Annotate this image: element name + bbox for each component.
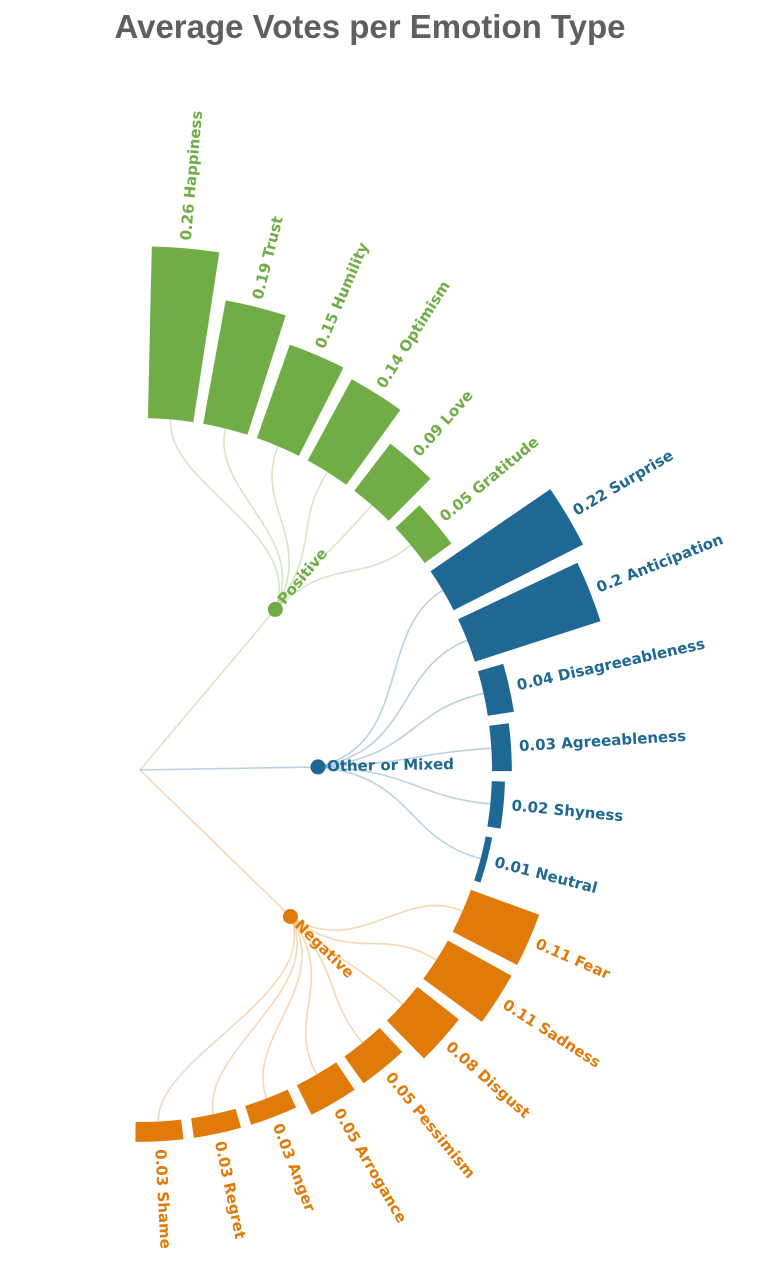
link-positive: [139, 608, 276, 771]
label-sadness: 0.11 Sadness: [500, 996, 605, 1072]
link-anger: [262, 916, 303, 1099]
link-anticipation: [317, 639, 468, 768]
link-optimism: [274, 471, 329, 610]
link-gratitude: [274, 544, 412, 610]
node-negative: [282, 909, 298, 924]
bar-anticipation: [458, 562, 601, 662]
link-trust: [223, 428, 284, 610]
link-agreeableness: [317, 747, 492, 768]
node-other-or-mixed: [310, 759, 326, 775]
bar-gratitude: [395, 505, 452, 563]
bar-neutral: [474, 836, 493, 883]
bar-agreeableness: [489, 723, 512, 772]
bar-trust: [203, 300, 286, 435]
bars: [135, 246, 601, 1142]
bar-disagreeableness: [477, 663, 514, 716]
label-happiness: 0.26 Happiness: [177, 110, 206, 241]
bar-surprise: [430, 489, 584, 611]
label-arrogance: 0.05 Arrogance: [330, 1105, 411, 1226]
label-fear: 0.11 Fear: [533, 935, 614, 984]
tree-links: [139, 419, 492, 1122]
label-love: 0.09 Love: [409, 387, 477, 461]
label-disgust: 0.08 Disgust: [442, 1038, 533, 1122]
label-shame: 0.03 Shame: [151, 1149, 174, 1249]
link-arrogance: [289, 916, 318, 1075]
link-regret: [211, 916, 299, 1115]
link-fear: [289, 904, 463, 932]
label-surprise: 0.22 Surprise: [570, 446, 677, 519]
bar-anger: [245, 1089, 297, 1125]
link-love: [274, 504, 373, 610]
label-agreeableness: 0.03 Agreeableness: [519, 727, 687, 755]
bar-disgust: [386, 986, 459, 1059]
bar-happiness: [147, 246, 220, 423]
label-disagreeableness: 0.04 Disagreeableness: [515, 635, 707, 694]
group-label-other-or-mixed: Other or Mixed: [327, 755, 454, 775]
label-humility: 0.15 Humility: [311, 240, 372, 352]
link-sadness: [289, 915, 437, 961]
link-neutral: [317, 766, 481, 860]
bar-fear: [452, 889, 540, 965]
bar-shame: [135, 1119, 184, 1142]
link-other-or-mixed: [139, 766, 319, 771]
bar-love: [354, 443, 431, 521]
bar-regret: [191, 1108, 241, 1138]
group-nodes: [267, 601, 326, 924]
label-anticipation: 0.2 Anticipation: [594, 530, 726, 596]
label-shyness: 0.02 Shyness: [511, 796, 624, 825]
bar-humility: [256, 344, 344, 456]
link-negative: [139, 769, 291, 918]
label-regret: 0.03 Regret: [211, 1139, 249, 1240]
link-pessimism: [289, 915, 364, 1044]
label-anger: 0.03 Anger: [269, 1121, 319, 1215]
link-shyness: [317, 766, 491, 805]
label-trust: 0.19 Trust: [249, 214, 287, 301]
link-disagreeableness: [317, 692, 484, 768]
label-optimism: 0.14 Optimism: [373, 277, 454, 391]
link-happiness: [169, 419, 281, 610]
bar-sadness: [423, 940, 512, 1022]
bar-shyness: [487, 781, 505, 829]
link-humility: [271, 445, 291, 610]
label-neutral: 0.01 Neutral: [493, 853, 600, 897]
node-positive: [267, 601, 283, 617]
bar-optimism: [307, 379, 401, 485]
link-shame: [157, 916, 296, 1122]
chart-title: Average Votes per Emotion Type: [114, 8, 626, 45]
link-surprise: [317, 589, 444, 768]
label-pessimism: 0.05 Pessimism: [382, 1068, 479, 1181]
bar-pessimism: [344, 1027, 403, 1084]
bar-arrogance: [296, 1062, 355, 1115]
link-disgust: [289, 915, 404, 1005]
